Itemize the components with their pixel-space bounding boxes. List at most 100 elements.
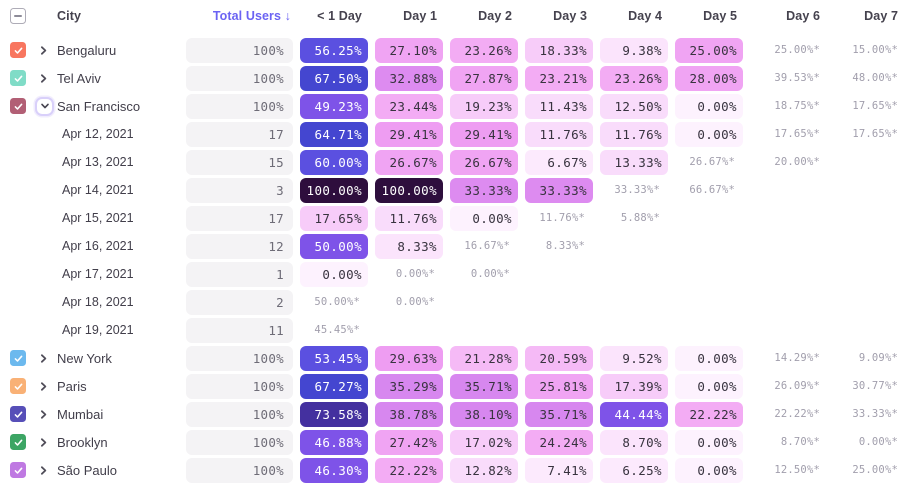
- retention-cell[interactable]: 67.50%: [300, 65, 368, 91]
- retention-cell[interactable]: 60.00%: [300, 149, 368, 175]
- retention-cell[interactable]: 9.52%: [600, 345, 668, 371]
- retention-cell[interactable]: 64.71%: [300, 121, 368, 147]
- expand-row-button[interactable]: [38, 381, 49, 392]
- retention-cell-provisional[interactable]: 25.00%*: [774, 44, 820, 56]
- retention-cell[interactable]: 0.00%: [675, 121, 743, 147]
- retention-cell[interactable]: 27.87%: [450, 65, 518, 91]
- retention-cell[interactable]: 12.50%: [600, 93, 668, 119]
- retention-cell[interactable]: 38.10%: [450, 401, 518, 427]
- retention-cell[interactable]: 29.41%: [450, 121, 518, 147]
- retention-cell[interactable]: 23.26%: [450, 37, 518, 63]
- retention-cell[interactable]: 32.88%: [375, 65, 443, 91]
- retention-cell[interactable]: 0.00%: [675, 373, 743, 399]
- retention-cell-provisional[interactable]: 9.09%*: [858, 352, 898, 364]
- collapse-row-button[interactable]: [35, 96, 54, 116]
- retention-cell[interactable]: 33.33%: [525, 177, 593, 203]
- retention-cell-provisional[interactable]: 17.65%*: [852, 128, 898, 140]
- expand-row-button[interactable]: [38, 437, 49, 448]
- retention-cell[interactable]: 8.33%: [375, 233, 443, 259]
- retention-cell[interactable]: 20.59%: [525, 345, 593, 371]
- retention-cell[interactable]: 23.26%: [600, 65, 668, 91]
- retention-cell[interactable]: 35.71%: [525, 401, 593, 427]
- retention-cell[interactable]: 23.44%: [375, 93, 443, 119]
- retention-cell-provisional[interactable]: 17.65%*: [852, 100, 898, 112]
- retention-cell[interactable]: 9.38%: [600, 37, 668, 63]
- retention-cell[interactable]: 11.76%: [600, 121, 668, 147]
- row-checkbox[interactable]: [10, 434, 26, 450]
- col-header-lt-1-day[interactable]: < 1 Day: [317, 9, 362, 23]
- retention-cell[interactable]: 27.10%: [375, 37, 443, 63]
- retention-cell[interactable]: 27.42%: [375, 429, 443, 455]
- retention-cell[interactable]: 29.41%: [375, 121, 443, 147]
- retention-cell[interactable]: 8.70%: [600, 429, 668, 455]
- retention-cell[interactable]: 100.00%: [375, 177, 443, 203]
- retention-cell-provisional[interactable]: 15.00%*: [852, 44, 898, 56]
- retention-cell-provisional[interactable]: 33.33%*: [852, 408, 898, 420]
- row-checkbox[interactable]: [10, 350, 26, 366]
- retention-cell-provisional[interactable]: 66.67%*: [689, 184, 735, 196]
- retention-cell[interactable]: 33.33%: [450, 177, 518, 203]
- retention-cell[interactable]: 0.00%: [675, 93, 743, 119]
- retention-cell-provisional[interactable]: 30.77%*: [852, 380, 898, 392]
- retention-cell-provisional[interactable]: 33.33%*: [614, 184, 660, 196]
- retention-cell-provisional[interactable]: 8.33%*: [545, 240, 585, 252]
- retention-cell-provisional[interactable]: 0.00%*: [395, 296, 435, 308]
- retention-cell[interactable]: 18.33%: [525, 37, 593, 63]
- col-header-day-6[interactable]: Day 6: [786, 9, 820, 23]
- expand-row-button[interactable]: [38, 73, 49, 84]
- retention-cell[interactable]: 49.23%: [300, 93, 368, 119]
- retention-cell[interactable]: 25.00%: [675, 37, 743, 63]
- retention-cell[interactable]: 26.67%: [375, 149, 443, 175]
- retention-cell-provisional[interactable]: 14.29%*: [774, 352, 820, 364]
- row-checkbox[interactable]: [10, 462, 26, 478]
- retention-cell[interactable]: 38.78%: [375, 401, 443, 427]
- retention-cell[interactable]: 22.22%: [675, 401, 743, 427]
- retention-cell[interactable]: 23.21%: [525, 65, 593, 91]
- retention-cell-provisional[interactable]: 39.53%*: [774, 72, 820, 84]
- col-header-day-1[interactable]: Day 1: [403, 9, 437, 23]
- retention-cell[interactable]: 11.43%: [525, 93, 593, 119]
- retention-cell-provisional[interactable]: 48.00%*: [852, 72, 898, 84]
- retention-cell[interactable]: 0.00%: [450, 205, 518, 231]
- retention-cell[interactable]: 17.65%: [300, 205, 368, 231]
- retention-cell-provisional[interactable]: 20.00%*: [774, 156, 820, 168]
- row-checkbox[interactable]: [10, 378, 26, 394]
- retention-cell-provisional[interactable]: 22.22%*: [774, 408, 820, 420]
- retention-cell[interactable]: 17.02%: [450, 429, 518, 455]
- retention-cell[interactable]: 0.00%: [675, 457, 743, 483]
- retention-cell-provisional[interactable]: 16.67%*: [464, 240, 510, 252]
- retention-cell[interactable]: 28.00%: [675, 65, 743, 91]
- row-checkbox[interactable]: [10, 98, 26, 114]
- retention-cell[interactable]: 24.24%: [525, 429, 593, 455]
- retention-cell-provisional[interactable]: 5.88%*: [620, 212, 660, 224]
- row-checkbox[interactable]: [10, 42, 26, 58]
- retention-cell-provisional[interactable]: 50.00%*: [314, 296, 360, 308]
- retention-cell[interactable]: 56.25%: [300, 37, 368, 63]
- retention-cell[interactable]: 0.00%: [300, 261, 368, 287]
- col-header-day-4[interactable]: Day 4: [628, 9, 662, 23]
- expand-row-button[interactable]: [38, 353, 49, 364]
- col-header-day-3[interactable]: Day 3: [553, 9, 587, 23]
- retention-cell-provisional[interactable]: 26.67%*: [689, 156, 735, 168]
- retention-cell-provisional[interactable]: 18.75%*: [774, 100, 820, 112]
- retention-cell[interactable]: 19.23%: [450, 93, 518, 119]
- retention-cell[interactable]: 73.58%: [300, 401, 368, 427]
- retention-cell-provisional[interactable]: 11.76%*: [539, 212, 585, 224]
- retention-cell[interactable]: 11.76%: [375, 205, 443, 231]
- retention-cell[interactable]: 17.39%: [600, 373, 668, 399]
- retention-cell-provisional[interactable]: 17.65%*: [774, 128, 820, 140]
- retention-cell[interactable]: 46.30%: [300, 457, 368, 483]
- retention-cell-provisional[interactable]: 0.00%*: [470, 268, 510, 280]
- retention-cell[interactable]: 21.28%: [450, 345, 518, 371]
- retention-cell[interactable]: 12.82%: [450, 457, 518, 483]
- retention-cell[interactable]: 35.29%: [375, 373, 443, 399]
- retention-cell[interactable]: 53.45%: [300, 345, 368, 371]
- retention-cell-provisional[interactable]: 45.45%*: [314, 324, 360, 336]
- retention-cell[interactable]: 22.22%: [375, 457, 443, 483]
- expand-row-button[interactable]: [38, 409, 49, 420]
- retention-cell-provisional[interactable]: 8.70%*: [780, 436, 820, 448]
- retention-cell-provisional[interactable]: 0.00%*: [858, 436, 898, 448]
- expand-row-button[interactable]: [38, 45, 49, 56]
- retention-cell[interactable]: 7.41%: [525, 457, 593, 483]
- row-checkbox[interactable]: [10, 70, 26, 86]
